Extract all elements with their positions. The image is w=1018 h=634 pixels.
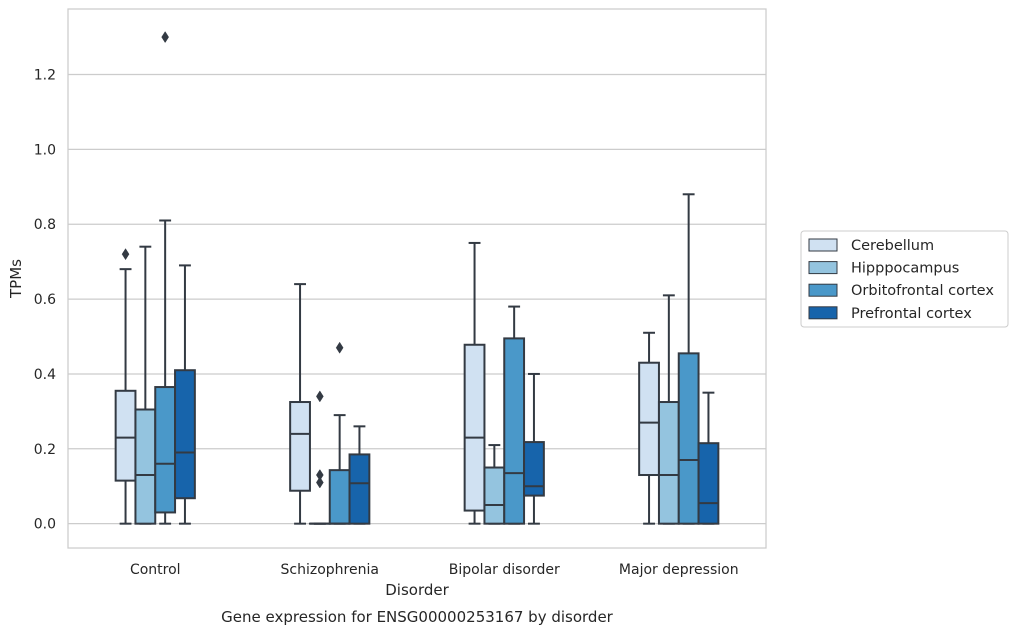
y-tick-label: 0.4 bbox=[34, 367, 56, 383]
x-axis-label: Disorder bbox=[385, 581, 449, 599]
outlier-point bbox=[161, 31, 169, 44]
x-tick-label: Major depression bbox=[619, 562, 739, 578]
x-tick-labels: Control Schizophrenia Bipolar disorder Majo… bbox=[130, 562, 739, 578]
box bbox=[483, 466, 506, 525]
y-tick-label: 1.0 bbox=[34, 142, 56, 158]
legend: Cerebellum Hipppocampus Orbitofrontal cort… bbox=[800, 230, 1009, 328]
outlier-point bbox=[335, 341, 344, 354]
box bbox=[134, 408, 157, 525]
legend-frame bbox=[800, 230, 1009, 328]
outlier-point bbox=[316, 476, 324, 489]
chart-title: Gene expression for ENSG00000253167 by d… bbox=[221, 608, 614, 626]
legend-swatch bbox=[808, 283, 838, 297]
box bbox=[503, 337, 526, 525]
box bbox=[328, 469, 351, 525]
legend-swatch bbox=[808, 261, 838, 275]
box bbox=[463, 343, 486, 512]
box bbox=[657, 401, 680, 525]
box bbox=[697, 442, 720, 525]
series-group bbox=[174, 264, 720, 525]
box bbox=[154, 386, 177, 514]
y-tick-label: 1.2 bbox=[34, 68, 56, 84]
outlier-point bbox=[121, 248, 130, 261]
box bbox=[638, 361, 660, 477]
legend-swatch bbox=[808, 306, 838, 320]
legend-label: Hipppocampus bbox=[851, 261, 959, 277]
x-tick-label: Bipolar disorder bbox=[449, 562, 560, 578]
box bbox=[348, 453, 371, 525]
y-tick-label: 0.2 bbox=[34, 442, 56, 458]
box bbox=[289, 401, 311, 492]
box-series bbox=[114, 31, 720, 525]
y-axis-label: TPMs bbox=[7, 259, 25, 299]
legend-swatch bbox=[808, 238, 838, 252]
box bbox=[114, 389, 137, 482]
legend-label: Orbitofrontal cortex bbox=[851, 283, 994, 299]
y-tick-label: 0.0 bbox=[34, 517, 56, 533]
x-tick-label: Control bbox=[130, 562, 181, 578]
box bbox=[174, 369, 196, 500]
box bbox=[523, 441, 545, 497]
y-tick-label: 0.8 bbox=[34, 217, 56, 233]
legend-label: Prefrontal cortex bbox=[851, 306, 972, 322]
y-tick-labels: 0.0 0.2 0.4 0.6 0.8 1.0 1.2 bbox=[34, 68, 56, 533]
legend-label: Cerebellum bbox=[851, 238, 934, 254]
series-group bbox=[154, 31, 700, 525]
outlier-point bbox=[316, 390, 324, 403]
x-tick-label: Schizophrenia bbox=[281, 562, 379, 578]
y-tick-label: 0.6 bbox=[34, 292, 56, 308]
box bbox=[677, 352, 700, 525]
series-group bbox=[114, 241, 660, 525]
